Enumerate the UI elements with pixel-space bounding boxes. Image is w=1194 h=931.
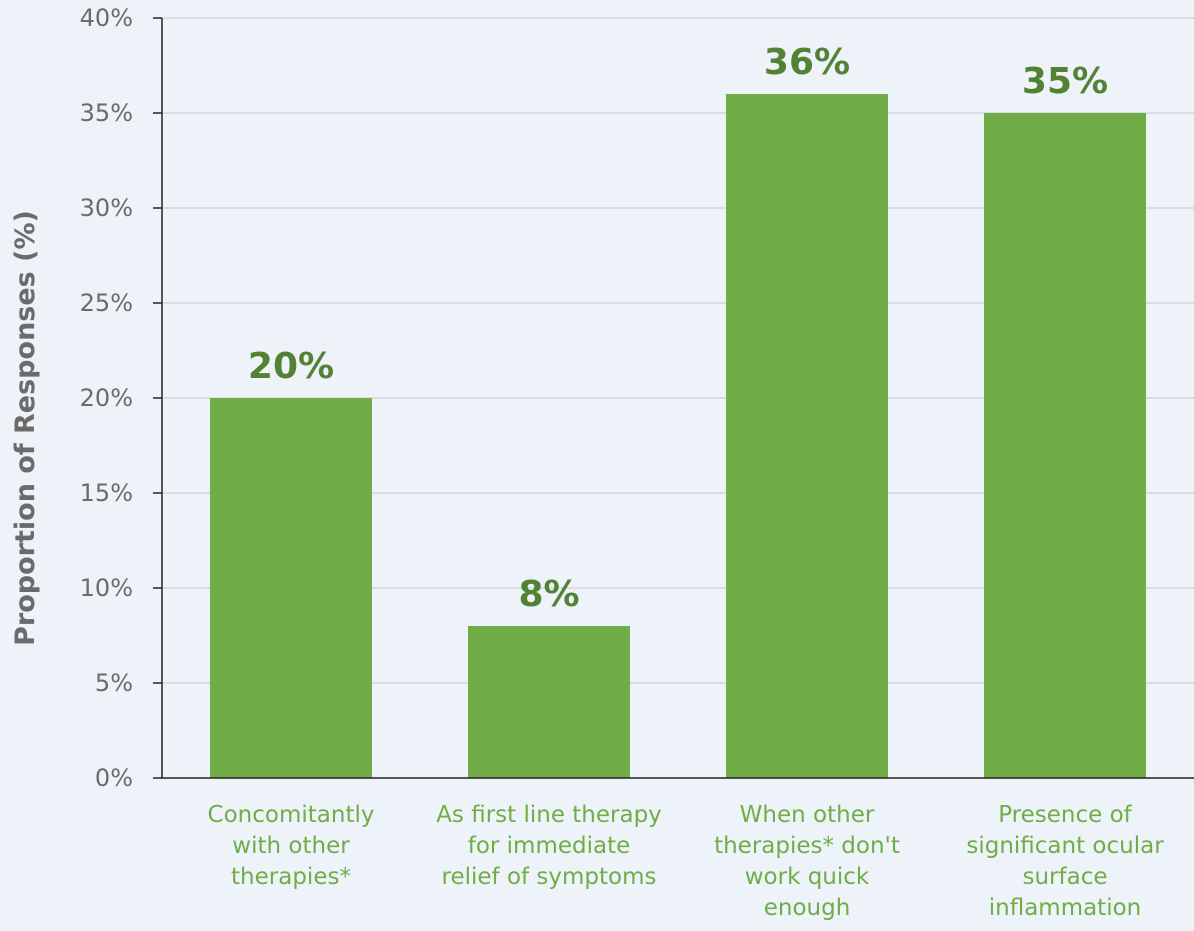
y-tick-label: 20% <box>80 384 133 412</box>
x-category-label: therapies* <box>231 864 351 890</box>
bar <box>468 626 630 778</box>
data-labels: 20% 8% 36% 35% <box>248 42 1108 615</box>
x-category-label: As first line therapy <box>436 802 662 828</box>
x-category-label: with other <box>232 833 350 859</box>
x-category-label: When other <box>740 802 875 828</box>
bar <box>726 94 888 778</box>
y-tick-label: 15% <box>80 479 133 507</box>
x-category-label: for immediate <box>468 833 631 859</box>
y-tick-label: 35% <box>80 99 133 127</box>
bar-value-label: 35% <box>1022 61 1108 102</box>
x-category-label: inflammation <box>989 895 1142 921</box>
x-category-label: therapies* don't <box>714 833 900 859</box>
x-category-label: work quick <box>745 864 870 890</box>
x-category-label: relief of symptoms <box>442 864 657 890</box>
x-category-label: enough <box>764 895 851 921</box>
bar <box>210 398 372 778</box>
axes <box>153 17 1194 779</box>
x-category-label: Presence of <box>998 802 1132 828</box>
y-tick-label: 25% <box>80 289 133 317</box>
y-axis-title: Proportion of Responses (%) <box>10 210 41 646</box>
y-tick-labels: 0% 5% 10% 15% 20% 25% 30% 35% 40% <box>80 4 133 792</box>
y-tick-label: 40% <box>80 4 133 32</box>
y-tick-label: 5% <box>95 669 133 697</box>
y-tick-label: 30% <box>80 194 133 222</box>
bar-value-label: 8% <box>518 574 579 615</box>
x-category-labels: Concomitantly with other therapies* As firs… <box>208 802 1165 921</box>
bar <box>984 113 1146 778</box>
bars <box>210 94 1146 778</box>
bar-value-label: 20% <box>248 346 334 387</box>
x-category-label: significant ocular <box>966 833 1164 859</box>
y-tick-label: 0% <box>95 764 133 792</box>
bar-value-label: 36% <box>764 42 850 83</box>
x-category-label: Concomitantly <box>208 802 375 828</box>
y-tick-label: 10% <box>80 574 133 602</box>
x-category-label: surface <box>1022 864 1107 890</box>
